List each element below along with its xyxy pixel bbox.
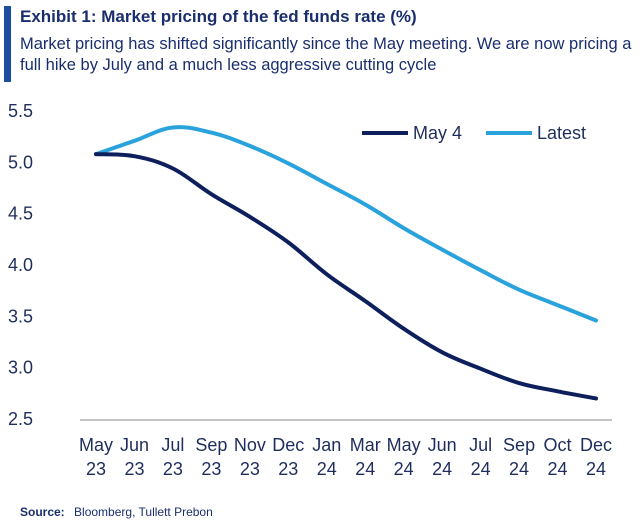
- x-tick-label-year: 24: [471, 459, 491, 479]
- source-text: Bloomberg, Tullett Prebon: [74, 505, 213, 519]
- x-tick-label-month: Jun: [120, 435, 149, 455]
- series-line-may-4: [94, 152, 598, 401]
- x-tick-label-year: 24: [509, 459, 529, 479]
- y-tick-label: 3.0: [8, 358, 33, 378]
- x-tick-label-month: May: [79, 435, 113, 455]
- x-tick-label-year: 23: [163, 459, 183, 479]
- x-tick-label-month: Nov: [234, 435, 266, 455]
- x-tick-label-month: Jul: [469, 435, 492, 455]
- x-tick-label-month: Oct: [544, 435, 572, 455]
- y-tick-label: 5.5: [8, 101, 33, 121]
- x-tick-label-year: 24: [432, 459, 452, 479]
- y-tick-label: 2.5: [8, 409, 33, 429]
- x-tick-label-month: Jun: [428, 435, 457, 455]
- x-axis-ticks: May 23 Jun 23 Jul 23 Sep 23 Nov 23 Dec 23 Jan 24 Mar 24…: [79, 435, 612, 479]
- x-tick-label-month: May: [387, 435, 421, 455]
- x-tick-label-year: 23: [278, 459, 298, 479]
- series-line-latest: [94, 125, 598, 323]
- x-tick-label-month: Sep: [195, 435, 227, 455]
- x-tick-label-year: 24: [394, 459, 414, 479]
- y-tick-label: 3.5: [8, 306, 33, 326]
- chart-subtitle: Market pricing has shifted significantly…: [20, 35, 632, 74]
- y-tick-label: 4.5: [8, 204, 33, 224]
- x-tick-label-month: Dec: [580, 435, 612, 455]
- x-tick-label-month: Mar: [350, 435, 381, 455]
- fed-funds-chart: 2.5 3.0 3.5 4.0 4.5 5.0 5.5 May 23 Jun 23 Jul 23 Sep…: [8, 101, 612, 479]
- x-tick-label-year: 23: [124, 459, 144, 479]
- x-tick-label-month: Sep: [503, 435, 535, 455]
- legend: May 4 Latest: [362, 123, 586, 143]
- x-tick-label-year: 24: [355, 459, 375, 479]
- y-axis-ticks: 2.5 3.0 3.5 4.0 4.5 5.0 5.5: [8, 101, 33, 429]
- accent-bar: [4, 6, 11, 82]
- legend-label-may-4: May 4: [413, 123, 462, 143]
- x-tick-label-year: 24: [586, 459, 606, 479]
- x-tick-label-month: Jan: [312, 435, 341, 455]
- x-tick-label-year: 23: [86, 459, 106, 479]
- x-tick-label-year: 23: [201, 459, 221, 479]
- x-tick-label-year: 24: [548, 459, 568, 479]
- y-tick-label: 5.0: [8, 152, 33, 172]
- y-tick-label: 4.0: [8, 255, 33, 275]
- source-label: Source:: [20, 505, 65, 519]
- source-note: Source: Bloomberg, Tullett Prebon: [20, 505, 213, 519]
- x-tick-label-month: Jul: [161, 435, 184, 455]
- legend-label-latest: Latest: [537, 123, 586, 143]
- series-layer: [94, 125, 598, 401]
- x-tick-label-month: Dec: [272, 435, 304, 455]
- x-tick-label-year: 24: [317, 459, 337, 479]
- x-tick-label-year: 23: [240, 459, 260, 479]
- chart-title: Exhibit 1: Market pricing of the fed fun…: [20, 7, 417, 26]
